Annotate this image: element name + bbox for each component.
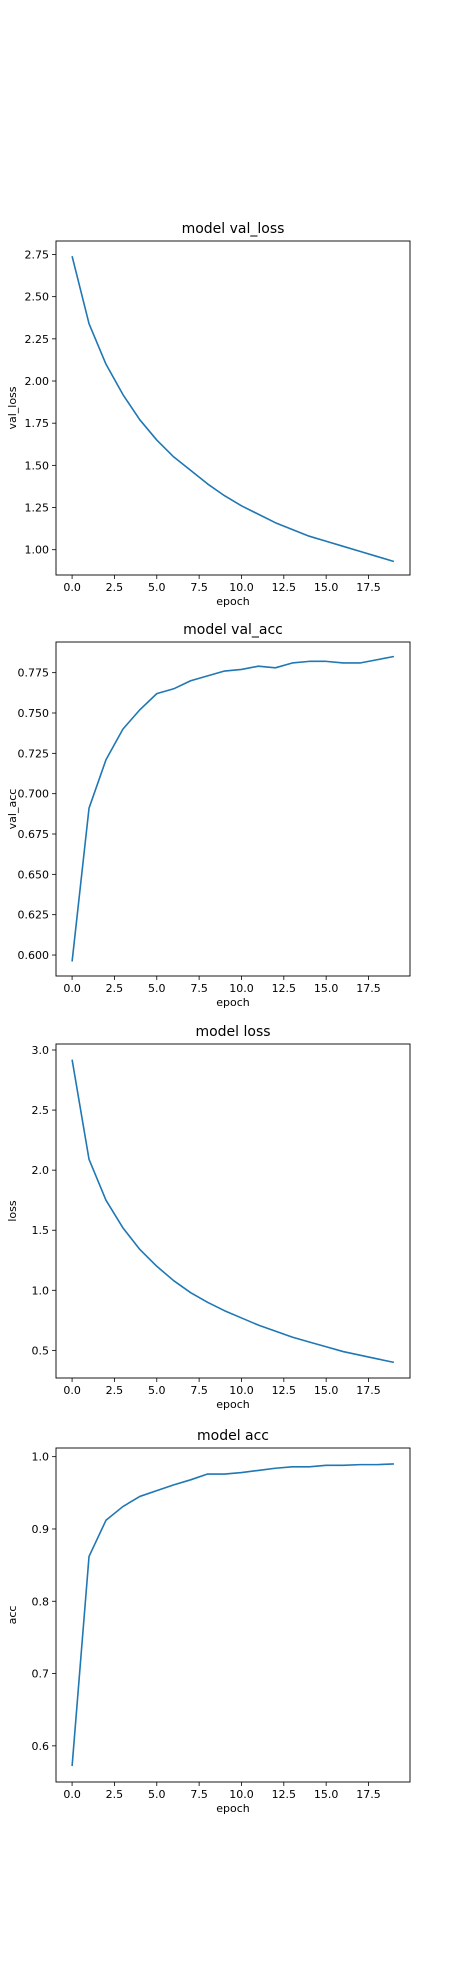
x-tick-label: 12.5 bbox=[272, 982, 297, 995]
y-tick-label: 1.00 bbox=[25, 544, 50, 557]
chart-title: model val_acc bbox=[183, 622, 283, 638]
y-tick-label: 0.5 bbox=[32, 1344, 50, 1357]
x-tick-label: 10.0 bbox=[229, 1788, 254, 1801]
y-tick-label: 1.0 bbox=[32, 1284, 50, 1297]
x-axis-label: epoch bbox=[216, 996, 250, 1009]
x-tick-label: 15.0 bbox=[314, 1788, 339, 1801]
x-tick-label: 2.5 bbox=[106, 1788, 124, 1801]
x-tick-label: 10.0 bbox=[229, 1384, 254, 1397]
x-tick-label: 15.0 bbox=[314, 982, 339, 995]
x-tick-label: 17.5 bbox=[356, 1788, 381, 1801]
axes-frame bbox=[55, 240, 411, 576]
chart-1: model val_loss 0.0 2.5 5.0 7.5 10.0 12.5 15.0 17… bbox=[6, 221, 411, 608]
x-tick-label: 17.5 bbox=[356, 982, 381, 995]
chart-3: model loss 0.0 2.5 5.0 7.5 10.0 12.5 15.0 17.5 0.… bbox=[6, 1024, 411, 1411]
y-tick-label: 2.25 bbox=[25, 333, 50, 346]
chart-2: model val_acc 0.0 2.5 5.0 7.5 10.0 12.5 15.0 17.… bbox=[6, 622, 411, 1009]
x-tick-label: 10.0 bbox=[229, 982, 254, 995]
y-tick-label: 0.8 bbox=[32, 1595, 50, 1608]
series-line bbox=[71, 255, 395, 563]
x-tick-label: 0.0 bbox=[63, 1384, 81, 1397]
y-axis-label: loss bbox=[6, 1200, 19, 1222]
y-tick-label: 0.700 bbox=[18, 788, 50, 801]
x-tick-label: 7.5 bbox=[190, 1384, 208, 1397]
x-tick-label: 2.5 bbox=[106, 982, 124, 995]
series-line bbox=[71, 1463, 394, 1767]
y-tick-label: 0.750 bbox=[18, 707, 50, 720]
series-line bbox=[71, 1059, 395, 1364]
x-tick-label: 5.0 bbox=[148, 1788, 166, 1801]
axes-frame bbox=[55, 1043, 411, 1379]
y-tick-label: 0.625 bbox=[18, 909, 50, 922]
y-tick-label: 1.5 bbox=[32, 1224, 50, 1237]
x-tick-label: 7.5 bbox=[190, 982, 208, 995]
x-tick-label: 5.0 bbox=[148, 1384, 166, 1397]
x-tick-label: 15.0 bbox=[314, 1384, 339, 1397]
y-tick-label: 2.50 bbox=[25, 291, 50, 304]
chart-title: model acc bbox=[197, 1428, 269, 1444]
x-tick-label: 0.0 bbox=[63, 1788, 81, 1801]
series-line bbox=[71, 655, 395, 962]
y-tick-label: 0.7 bbox=[32, 1668, 50, 1681]
x-tick-label: 17.5 bbox=[356, 581, 381, 594]
x-tick-label: 7.5 bbox=[190, 1788, 208, 1801]
x-tick-label: 5.0 bbox=[148, 982, 166, 995]
x-axis-label: epoch bbox=[216, 1802, 250, 1815]
y-tick-label: 2.0 bbox=[32, 1164, 50, 1177]
y-tick-label: 0.9 bbox=[32, 1523, 50, 1536]
x-tick-label: 0.0 bbox=[63, 581, 81, 594]
x-tick-label: 2.5 bbox=[106, 1384, 124, 1397]
y-tick-label: 0.675 bbox=[18, 828, 50, 841]
x-tick-label: 12.5 bbox=[272, 1384, 297, 1397]
y-tick-label: 1.50 bbox=[25, 459, 50, 472]
y-tick-label: 0.725 bbox=[18, 747, 50, 760]
x-tick-label: 5.0 bbox=[148, 581, 166, 594]
y-axis-label: val_acc bbox=[6, 789, 19, 830]
x-tick-label: 7.5 bbox=[190, 581, 208, 594]
y-tick-label: 0.650 bbox=[18, 868, 50, 881]
y-tick-label: 0.775 bbox=[18, 667, 50, 680]
x-tick-label: 0.0 bbox=[63, 982, 81, 995]
x-tick-label: 15.0 bbox=[314, 581, 339, 594]
x-axis-label: epoch bbox=[216, 1398, 250, 1411]
x-tick-label: 12.5 bbox=[272, 1788, 297, 1801]
y-tick-label: 2.5 bbox=[32, 1104, 50, 1117]
y-axis-label: acc bbox=[6, 1606, 19, 1625]
y-tick-label: 0.600 bbox=[18, 949, 50, 962]
axes-frame bbox=[55, 641, 411, 977]
x-axis-label: epoch bbox=[216, 595, 250, 608]
y-tick-label: 3.0 bbox=[32, 1044, 50, 1057]
y-tick-label: 1.75 bbox=[25, 417, 50, 430]
y-axis-label: val_loss bbox=[6, 386, 19, 429]
y-tick-label: 0.6 bbox=[32, 1740, 50, 1753]
x-tick-label: 17.5 bbox=[356, 1384, 381, 1397]
y-tick-label: 2.00 bbox=[25, 375, 50, 388]
y-tick-label: 1.25 bbox=[25, 502, 50, 515]
x-tick-label: 10.0 bbox=[229, 581, 254, 594]
y-tick-label: 2.75 bbox=[25, 248, 50, 261]
x-tick-label: 2.5 bbox=[106, 581, 124, 594]
chart-4: model acc 0.0 2.5 5.0 7.5 10.0 12.5 15.0 17.5 0.6… bbox=[6, 1428, 411, 1815]
x-tick-label: 12.5 bbox=[272, 581, 297, 594]
chart-title: model loss bbox=[195, 1024, 270, 1040]
y-tick-label: 1.0 bbox=[32, 1451, 50, 1464]
axes-frame bbox=[55, 1447, 411, 1783]
chart-title: model val_loss bbox=[182, 221, 285, 237]
